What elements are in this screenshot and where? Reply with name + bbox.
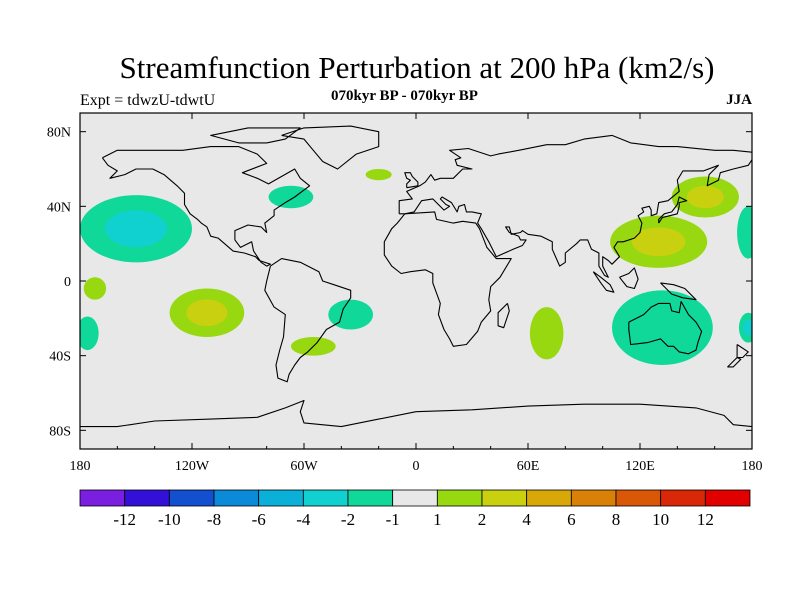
- coastline-9: [727, 357, 742, 368]
- chart-title: Streamfunction Perturbation at 200 hPa (…: [119, 50, 715, 85]
- anomaly-contour: [612, 290, 713, 365]
- colorbar-label: -1: [386, 510, 400, 529]
- y-tick-label: 0: [64, 275, 71, 290]
- x-tick-label: 180: [70, 459, 91, 474]
- coastline-11: [404, 172, 419, 189]
- colorbar-label: -2: [341, 510, 355, 529]
- coastline-0: [101, 146, 311, 267]
- coastline-10: [658, 196, 688, 224]
- x-tick-label: 180: [742, 459, 763, 474]
- colorbar-label: 6: [567, 510, 576, 529]
- anomaly-8: [529, 307, 564, 360]
- colorbar: -12 -10 -8 -6 -4 -2 -1 1 2 4 6 8 10 12: [79, 489, 751, 529]
- coastline-7: [628, 300, 703, 355]
- coastline-8: [736, 344, 749, 359]
- colorbar-swatch-13: [660, 489, 706, 507]
- anomaly-contour: [83, 277, 107, 300]
- colorbar-label: -6: [252, 510, 266, 529]
- anomaly-contour: [743, 319, 752, 336]
- coastline-4: [399, 159, 752, 278]
- anomaly-contour: [529, 307, 564, 360]
- colorbar-label: 2: [478, 510, 487, 529]
- coastline-2: [264, 258, 352, 383]
- anomaly-12: [737, 206, 752, 259]
- colorbar-label: -10: [158, 510, 181, 529]
- colorbar-swatch-1: [124, 489, 170, 507]
- anomaly-10: [671, 176, 739, 218]
- coastline-3: [398, 134, 752, 214]
- x-tick-label: 60W: [290, 459, 318, 474]
- colorbar-swatch-14: [704, 489, 751, 507]
- colorbar-label: 4: [522, 510, 531, 529]
- anomaly-contour: [631, 227, 686, 257]
- colorbar-label: 12: [697, 510, 714, 529]
- colorbar-swatch-4: [258, 489, 304, 507]
- anomaly-3: [80, 316, 99, 351]
- coastline-12: [619, 267, 639, 290]
- anomaly-1: [83, 277, 107, 300]
- colorbar-swatch-12: [615, 489, 662, 507]
- anomaly-2: [169, 288, 245, 337]
- coastline-1: [281, 125, 380, 170]
- colorbar-swatch-2: [168, 489, 215, 507]
- anomaly-contour: [737, 206, 752, 259]
- anomaly-9: [610, 215, 708, 268]
- coastline-15: [210, 127, 301, 144]
- x-tick-label: 60E: [517, 459, 540, 474]
- anomaly-contour: [80, 316, 99, 351]
- map-background: [80, 113, 752, 449]
- anomaly-contour: [186, 299, 228, 327]
- colorbar-label: -8: [207, 510, 221, 529]
- colorbar-label: -12: [113, 510, 136, 529]
- coastline-5: [383, 211, 512, 347]
- chart-subtitle: 070kyr BP - 070kyr BP: [331, 88, 478, 104]
- x-tick-label: 120E: [625, 459, 655, 474]
- coastline-16: [80, 399, 752, 428]
- anomaly-layer: [80, 169, 752, 365]
- y-tick-label: 80S: [49, 424, 71, 439]
- colorbar-swatch-3: [213, 489, 260, 507]
- anomaly-0: [80, 195, 192, 263]
- anomaly-5: [365, 169, 392, 181]
- experiment-label: Expt = tdwzU-tdwtU: [80, 92, 216, 109]
- anomaly-13: [738, 312, 752, 343]
- colorbar-label: -4: [296, 510, 311, 529]
- anomaly-contour: [686, 185, 724, 209]
- y-tick-label: 80N: [47, 126, 71, 141]
- colorbar-swatch-9: [481, 489, 528, 507]
- coastline-13: [592, 271, 615, 293]
- x-tick-label: 0: [413, 459, 420, 474]
- colorbar-label: 1: [433, 510, 442, 529]
- season-label: JJA: [726, 92, 752, 108]
- colorbar-swatch-10: [526, 489, 572, 507]
- colorbar-swatch-0: [79, 489, 126, 507]
- anomaly-contour: [105, 210, 167, 248]
- colorbar-label: 10: [652, 510, 669, 529]
- axis-ticks: 180 120W 60W 0 60E 120E 180 80N 40N 0 40S 80S: [47, 113, 763, 474]
- coastline-6: [497, 303, 510, 329]
- colorbar-swatch-8: [436, 489, 483, 507]
- y-tick-label: 40S: [49, 350, 71, 365]
- coastlines: [80, 125, 752, 428]
- x-tick-label: 120W: [175, 459, 210, 474]
- anomaly-contour: [365, 169, 392, 181]
- y-tick-label: 40N: [47, 200, 71, 215]
- colorbar-swatch-5: [302, 489, 349, 507]
- anomaly-contour: [268, 185, 314, 209]
- anomaly-11: [612, 290, 713, 365]
- colorbar-swatch-7: [392, 489, 438, 507]
- coastline-14: [660, 282, 697, 301]
- colorbar-swatch-6: [347, 489, 394, 507]
- anomaly-4: [268, 185, 314, 209]
- colorbar-swatch-11: [570, 489, 617, 507]
- colorbar-label: 8: [612, 510, 621, 529]
